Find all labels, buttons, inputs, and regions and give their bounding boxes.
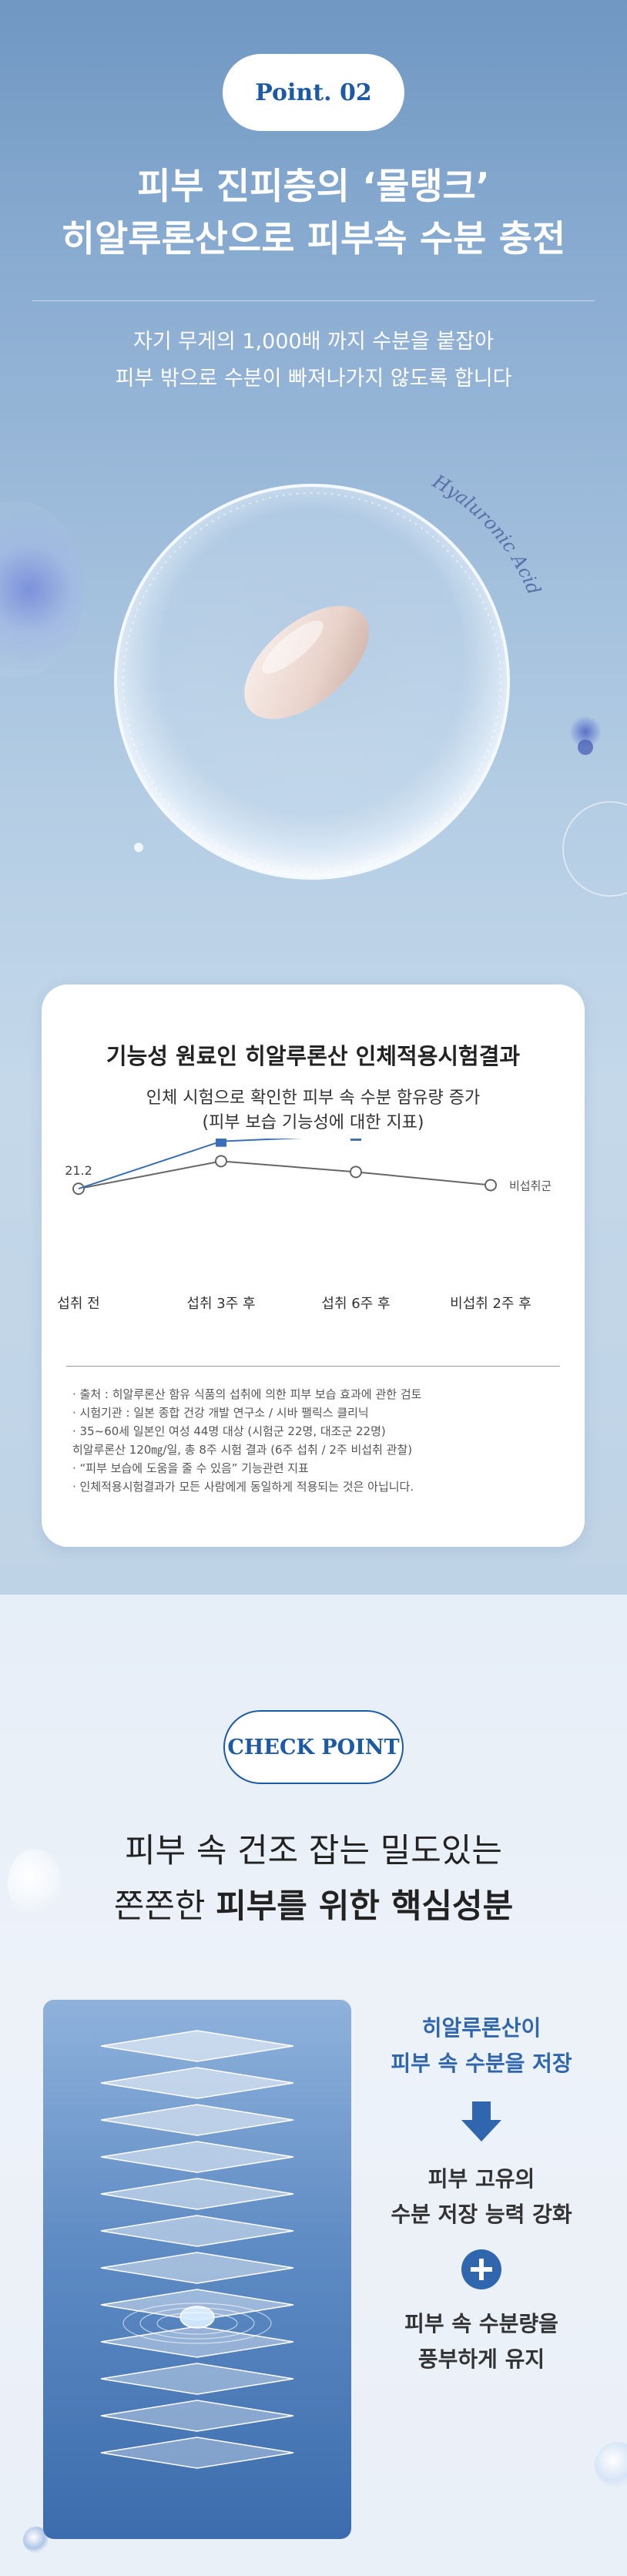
ripple-ring: [156, 2312, 238, 2335]
step-1-line-1: 히알루론산이: [421, 2015, 542, 2041]
step-2-line-1: 피부 고유의: [428, 2166, 535, 2192]
point-1-2: [350, 1166, 362, 1179]
subtext-line-2: 피부 밖으로 수분이 빠져나가지 않도록 합니다: [115, 367, 512, 391]
card-subtitle-line-1: 인체 시험으로 확인한 피부 속 수분 함유량 증가: [146, 1088, 481, 1108]
card-subtitle: 인체 시험으로 확인한 피부 속 수분 함유량 증가 (피부 보습 기능성에 대…: [42, 1086, 585, 1135]
skin-layer: [100, 2141, 294, 2173]
check-headline-plain: 쫀쫀한: [113, 1887, 216, 1926]
skin-layer: [100, 2030, 294, 2062]
point-0-1: [216, 1139, 226, 1147]
check-headline-line-2: 쫀쫀한 피부를 위한 핵심성분: [0, 1881, 627, 1932]
arrow-down-icon: [461, 2101, 501, 2142]
headline-line-2: 히알루론산으로 피부속 수분 충전: [61, 218, 566, 260]
step-3-line-2: 풍부하게 유지: [417, 2346, 545, 2372]
note-line: · “피부 보습에 도움을 줄 수 있음” 기능관련 지표: [72, 1461, 309, 1475]
study-notes: · 출처 : 히알루론산 함유 식품의 섭취에 의한 피부 보습 효과에 관한 …: [72, 1385, 565, 1496]
skin-layer: [100, 2363, 294, 2395]
x-tick-label-0: 섭취 전: [57, 1296, 99, 1312]
series-line-1: [78, 1160, 491, 1190]
note-line: 히알루론산 120㎎/일, 총 8주 시험 결과 (6주 섭취 / 2주 비섭취…: [72, 1443, 413, 1457]
step-2-line-2: 수분 저장 능력 강화: [391, 2202, 572, 2227]
point-badge: Point. 02: [223, 54, 404, 131]
x-tick-label-1: 섭취 3주 후: [186, 1296, 255, 1312]
hyaluronic-bubble-illustration: Hyaluronic Acid: [114, 470, 593, 880]
water-drop: [179, 2306, 215, 2329]
step-2: 피부 고유의 수분 저장 능력 강화: [362, 2162, 601, 2232]
card-subtitle-line-2: (피부 보습 기능성에 대한 지표): [202, 1113, 424, 1132]
point-0-2: [350, 1139, 361, 1141]
note-line: · 인체적용시험결과가 모든 사람에게 동일하게 적용되는 것은 아닙니다.: [72, 1480, 414, 1494]
plus-icon: [461, 2249, 501, 2289]
note-line: · 출처 : 히알루론산 함유 식품의 섭취에 의한 피부 보습 효과에 관한 …: [72, 1387, 422, 1401]
skin-layer: [100, 2400, 294, 2432]
ripple-ring: [139, 2307, 255, 2340]
point-1-3: [484, 1179, 497, 1192]
step-3: 피부 속 수분량을 풍부하게 유지: [362, 2306, 601, 2377]
headline-divider: [32, 300, 595, 301]
skin-layer: [100, 2178, 294, 2210]
x-tick-label-2: 섭취 6주 후: [321, 1296, 390, 1312]
check-headline-line-1: 피부 속 건조 잡는 밀도있는: [125, 1832, 502, 1870]
benefit-steps: 히알루론산이 피부 속 수분을 저장 피부 고유의 수분 저장 능력 강화 피부…: [362, 2011, 601, 2377]
intro-subtext: 자기 무게의 1,000배 까지 수분을 붙잡아 피부 밖으로 수분이 빠져나가…: [0, 324, 627, 397]
card-title: 기능성 원료인 히알루론산 인체적용시험결과: [106, 1043, 521, 1069]
clinical-result-card: 기능성 원료인 히알루론산 인체적용시험결과 인체 시험으로 확인한 피부 속 …: [42, 984, 585, 1547]
series-line-0: [78, 1139, 303, 1190]
hyaluronic-intro-section: Point. 02 피부 진피층의 ‘물탱크’ 히알루론산으로 피부속 수분 충…: [0, 0, 627, 1595]
skin-layer: [100, 2215, 294, 2247]
check-point-section: CHECK POINT 피부 속 건조 잡는 밀도있는 쫀쫀한 피부를 위한 핵…: [0, 1595, 627, 2576]
note-line: · 35~60세 일본인 여성 44명 대상 (시험군 22명, 대조군 22명…: [72, 1424, 386, 1438]
check-point-badge: CHECK POINT: [223, 1710, 404, 1784]
skin-layer: [100, 2104, 294, 2136]
headline-line-1: 피부 진피층의 ‘물탱크’: [137, 166, 490, 208]
skin-layer: [100, 2437, 294, 2469]
moisture-line-chart: 비섭취군섭취군21.229.130.133.9섭취 전섭취 3주 후섭취 6주 …: [57, 1139, 552, 1312]
point-1-1: [215, 1155, 227, 1168]
check-headline-bold: 피부를 위한 핵심성분: [216, 1887, 514, 1926]
step-3-line-1: 피부 속 수분량을: [404, 2311, 558, 2336]
note-line: · 시험기관 : 일본 종합 건강 개발 연구소 / 시바 팰릭스 클리닉: [72, 1406, 369, 1420]
skin-layers-illustration: [43, 2000, 351, 2539]
skin-layer: [100, 2067, 294, 2099]
x-tick-label-3: 비섭취 2주 후: [450, 1296, 531, 1312]
skin-layer: [100, 2326, 294, 2358]
legend-label-1: 비섭취군: [509, 1179, 552, 1192]
skin-layer: [100, 2289, 294, 2321]
decorative-droplet: [595, 2442, 627, 2488]
step-1: 히알루론산이 피부 속 수분을 저장: [362, 2011, 601, 2081]
skin-layer: [100, 2252, 294, 2284]
subtext-line-1: 자기 무게의 1,000배 까지 수분을 붙잡아: [133, 330, 494, 354]
data-label-0: 21.2: [65, 1163, 92, 1178]
decorative-droplet: [8, 1849, 62, 1918]
step-1-line-2: 피부 속 수분을 저장: [391, 2051, 572, 2076]
ripple-ring: [122, 2303, 272, 2344]
notes-divider: [66, 1366, 560, 1367]
capsule-tablet: [244, 605, 369, 719]
